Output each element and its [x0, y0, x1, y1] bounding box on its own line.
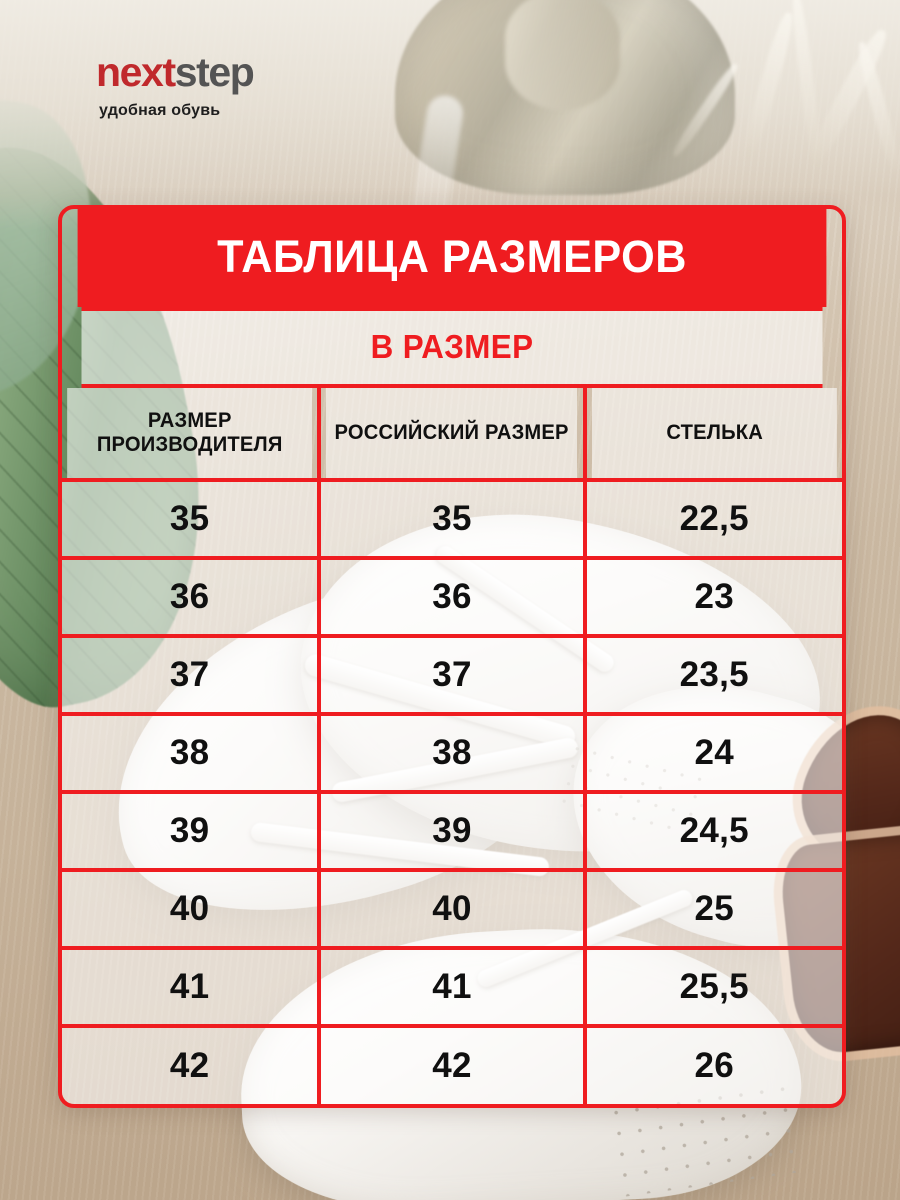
table-header-row: РАЗМЕР ПРОИЗВОДИТЕЛЯ РОССИЙСКИЙ РАЗМЕР С… [62, 388, 842, 482]
chart-subtitle: В РАЗМЕР [81, 307, 823, 388]
cell-manufacturer-size: 41 [62, 948, 322, 1028]
cell-russian-size: 37 [319, 636, 587, 716]
table-row: 37 37 23,5 [62, 636, 842, 716]
column-header-insole: СТЕЛЬКА [589, 388, 837, 482]
table-row: 38 38 24 [62, 714, 842, 794]
table-row: 36 36 23 [62, 558, 842, 638]
cell-insole: 24,5 [584, 792, 842, 872]
size-table: РАЗМЕР ПРОИЗВОДИТЕЛЯ РОССИЙСКИЙ РАЗМЕР С… [62, 388, 842, 1104]
cell-manufacturer-size: 36 [62, 558, 322, 638]
table-row: 35 35 22,5 [62, 480, 842, 560]
chart-title: ТАБЛИЦА РАЗМЕРОВ [77, 209, 827, 307]
cell-manufacturer-size: 39 [62, 792, 322, 872]
cell-russian-size: 35 [319, 480, 587, 560]
cell-insole: 26 [584, 1026, 842, 1104]
cell-manufacturer-size: 42 [62, 1026, 322, 1104]
table-row: 39 39 24,5 [62, 792, 842, 872]
table-row: 40 40 25 [62, 870, 842, 950]
cell-insole: 23 [584, 558, 842, 638]
brand-name-secondary: step [174, 49, 255, 95]
cell-manufacturer-size: 35 [62, 480, 322, 560]
cell-russian-size: 39 [319, 792, 587, 872]
cell-insole: 23,5 [584, 636, 842, 716]
column-header-manufacturer-size: РАЗМЕР ПРОИЗВОДИТЕЛЯ [67, 388, 317, 482]
cell-insole: 25 [584, 870, 842, 950]
cell-manufacturer-size: 38 [62, 714, 322, 794]
table-row: 41 41 25,5 [62, 948, 842, 1028]
brand-logo: nextstep удобная обувь [96, 49, 255, 119]
cell-insole: 25,5 [584, 948, 842, 1028]
cell-russian-size: 42 [319, 1026, 587, 1104]
cell-insole: 22,5 [584, 480, 842, 560]
cell-insole: 24 [584, 714, 842, 794]
cell-russian-size: 36 [319, 558, 587, 638]
column-header-russian-size: РОССИЙСКИЙ РАЗМЕР [324, 388, 582, 482]
table-body: 35 35 22,5 36 36 23 37 37 23,5 38 38 [62, 480, 842, 1104]
cell-manufacturer-size: 40 [62, 870, 322, 950]
cell-russian-size: 41 [319, 948, 587, 1028]
brand-wordmark: nextstep [96, 49, 255, 95]
background-bottle-neck [505, 0, 620, 110]
cell-russian-size: 40 [319, 870, 587, 950]
brand-name-primary: next [96, 49, 176, 95]
brand-tagline: удобная обувь [99, 102, 221, 119]
table-row: 42 42 26 [62, 1026, 842, 1104]
size-chart-card: ТАБЛИЦА РАЗМЕРОВ В РАЗМЕР РАЗМЕР ПРОИЗВО… [58, 205, 846, 1108]
cell-manufacturer-size: 37 [62, 636, 322, 716]
cell-russian-size: 38 [319, 714, 587, 794]
